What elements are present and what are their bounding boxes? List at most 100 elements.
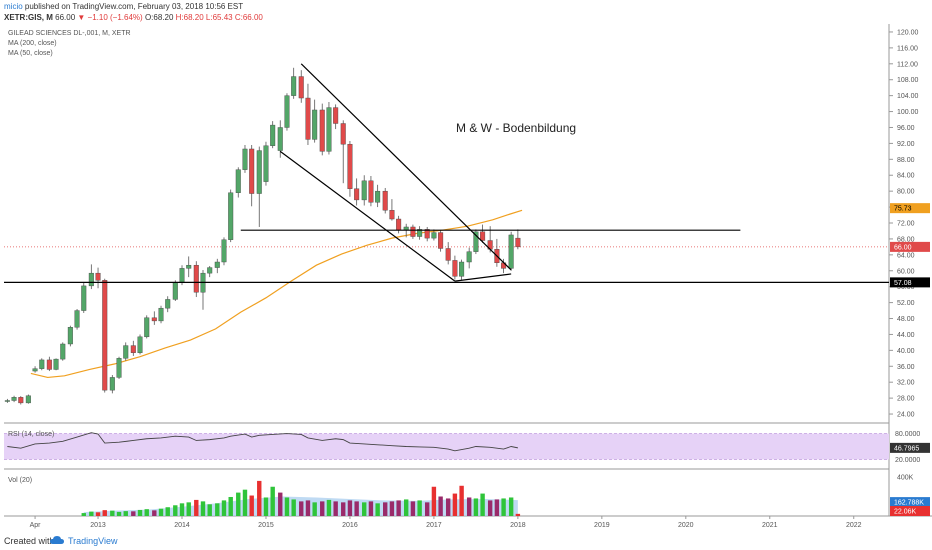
candle-body bbox=[417, 229, 423, 237]
candle-body bbox=[291, 76, 297, 96]
candle-body bbox=[368, 180, 374, 203]
volume-bar bbox=[236, 492, 241, 516]
ma50-curve bbox=[30, 209, 523, 379]
candle-body bbox=[424, 229, 430, 239]
candle-body bbox=[466, 251, 472, 263]
volume-bar bbox=[383, 502, 388, 516]
publish-line: micio published on TradingView.com, Febr… bbox=[4, 2, 243, 12]
volume-bar bbox=[257, 480, 262, 516]
trendline bbox=[454, 273, 512, 282]
time-tick-label: 2021 bbox=[762, 522, 778, 529]
footer-bar: Created with TradingView bbox=[0, 532, 932, 550]
candle-body bbox=[515, 237, 521, 248]
volume-bar bbox=[123, 511, 128, 516]
price-tick-label: 56.00 bbox=[897, 284, 915, 291]
price-axis[interactable]: 24.00 28.00 32.00 36.00 40.00 44.00 48.00 52.00… bbox=[889, 29, 919, 419]
volume-bar bbox=[270, 486, 275, 516]
volume-value-badge-bg bbox=[890, 506, 930, 516]
candle-body bbox=[431, 232, 437, 239]
tradingview-brand[interactable]: TradingView bbox=[68, 536, 118, 546]
candle-body bbox=[459, 261, 465, 277]
candle-body bbox=[508, 234, 514, 269]
price-tick-label: 72.00 bbox=[897, 221, 915, 228]
symbol-line: XETR:GIS, M 66.00 ▼ −1.10 (−1.64%) O:68.… bbox=[4, 13, 263, 23]
price-tick-label: 104.00 bbox=[897, 93, 919, 100]
price-tick-label: 64.00 bbox=[897, 252, 915, 259]
last-price-badge-bg bbox=[890, 241, 930, 252]
candlesticks bbox=[4, 67, 521, 405]
candle-body bbox=[445, 248, 451, 261]
volume-bar bbox=[249, 495, 254, 516]
candle-body bbox=[256, 150, 262, 194]
volume-bar bbox=[473, 498, 479, 516]
volume-bar bbox=[173, 505, 178, 516]
rsi-value-badge-bg bbox=[890, 442, 930, 453]
author-name[interactable]: micio bbox=[4, 2, 23, 11]
volume-bar bbox=[424, 502, 430, 516]
volume-bar bbox=[354, 501, 359, 516]
rsi-pane: 80.0000 20.0000 bbox=[4, 431, 920, 464]
chart-canvas[interactable]: 80.0000 20.0000 400K 24.00 28.00 32.00 36.00… bbox=[0, 24, 932, 532]
rsi-tick-label: 20.0000 bbox=[895, 457, 920, 464]
volume-bar bbox=[508, 497, 514, 516]
volume-bar bbox=[215, 503, 220, 516]
ma50-value-badge: 75.73 bbox=[890, 203, 930, 214]
publish-info: published on TradingView.com, February 0… bbox=[24, 2, 244, 11]
volume-bar bbox=[438, 496, 443, 516]
created-with-text: Created with bbox=[4, 536, 55, 546]
candle-body bbox=[396, 218, 402, 231]
open-value: O:68.20 bbox=[144, 13, 174, 22]
candle-body bbox=[319, 109, 325, 152]
time-axis[interactable]: Apr 2013 2014 2015 2016 2017 2018 2019 2020 2021 2… bbox=[30, 516, 862, 529]
candle-body bbox=[270, 124, 276, 146]
chart-header: micio published on TradingView.com, Febr… bbox=[0, 0, 932, 24]
time-tick-label: 2015 bbox=[258, 522, 274, 529]
candle-body bbox=[452, 260, 458, 277]
ma50-line bbox=[30, 209, 523, 379]
price-tick-label: 52.00 bbox=[897, 300, 915, 307]
legend-title: GILEAD SCIENCES DL-,001, M, XETR bbox=[8, 30, 131, 37]
candle-body bbox=[193, 264, 199, 293]
volume-bar bbox=[326, 499, 332, 516]
volume-bar bbox=[242, 489, 248, 516]
support-level-badge-text: 57.08 bbox=[894, 280, 912, 287]
candle-body bbox=[347, 143, 353, 189]
candle-body bbox=[438, 232, 444, 249]
volume-bar bbox=[312, 502, 317, 516]
price-change: −1.10 (−1.64%) bbox=[87, 13, 143, 22]
candle-body bbox=[74, 310, 80, 328]
price-tick-label: 68.00 bbox=[897, 236, 915, 243]
volume-bar bbox=[445, 498, 451, 516]
candle-body bbox=[214, 261, 220, 268]
legend-ma50: MA (50, close) bbox=[8, 50, 53, 57]
volume-value-badge-text: 22.06K bbox=[894, 509, 917, 516]
low-value: L:65.43 bbox=[205, 13, 233, 22]
price-tick-label: 80.00 bbox=[897, 189, 915, 196]
volume-bar bbox=[278, 492, 283, 516]
volume-bar bbox=[95, 512, 101, 516]
price-tick-label: 120.00 bbox=[897, 29, 919, 36]
price-tick-label: 100.00 bbox=[897, 109, 919, 116]
trendline bbox=[279, 150, 456, 282]
volume-bar bbox=[144, 509, 149, 516]
volume-ma-badge: 162.788K bbox=[890, 497, 930, 508]
candle-body bbox=[361, 180, 367, 201]
last-price-badge: 66.00 bbox=[890, 241, 930, 252]
rsi-band bbox=[4, 433, 889, 460]
volume-bar bbox=[417, 500, 422, 516]
time-tick-label: 2014 bbox=[174, 522, 190, 529]
volume-bar bbox=[320, 501, 325, 516]
support-level-badge: 57.08 bbox=[890, 277, 930, 288]
candle-body bbox=[382, 190, 388, 211]
volume-bar bbox=[410, 501, 416, 516]
candle-body bbox=[242, 148, 248, 170]
axis-badges: 75.73 66.00 57.08 46.7965 162.788K 22.06K bbox=[890, 203, 930, 516]
price-tick-label: 60.00 bbox=[897, 268, 915, 275]
candle-body bbox=[249, 148, 255, 194]
volume-bar bbox=[459, 485, 464, 516]
volume-bar bbox=[389, 501, 395, 516]
last-price: 66.00 bbox=[55, 13, 76, 22]
candle-body bbox=[53, 358, 59, 370]
volume-bar bbox=[403, 499, 409, 516]
price-tick-label: 96.00 bbox=[897, 125, 915, 132]
